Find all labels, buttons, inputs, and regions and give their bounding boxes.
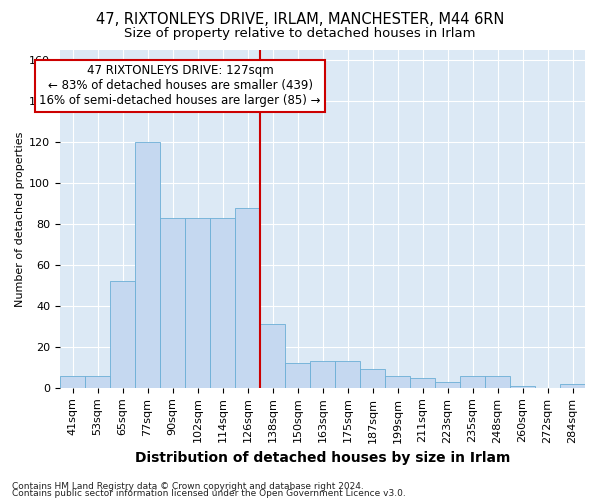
Text: 47 RIXTONLEYS DRIVE: 127sqm
← 83% of detached houses are smaller (439)
16% of se: 47 RIXTONLEYS DRIVE: 127sqm ← 83% of det… [39, 64, 321, 108]
Bar [60, 376, 85, 388]
Bar [485, 376, 510, 388]
Bar [85, 376, 110, 388]
Bar [235, 208, 260, 388]
Bar [510, 386, 535, 388]
Bar [310, 361, 335, 388]
Text: 47, RIXTONLEYS DRIVE, IRLAM, MANCHESTER, M44 6RN: 47, RIXTONLEYS DRIVE, IRLAM, MANCHESTER,… [96, 12, 504, 28]
Text: Size of property relative to detached houses in Irlam: Size of property relative to detached ho… [124, 28, 476, 40]
Bar [435, 382, 460, 388]
Bar [110, 282, 135, 388]
Y-axis label: Number of detached properties: Number of detached properties [15, 131, 25, 306]
Bar [260, 324, 285, 388]
Bar [160, 218, 185, 388]
Bar [210, 218, 235, 388]
Bar [285, 364, 310, 388]
X-axis label: Distribution of detached houses by size in Irlam: Distribution of detached houses by size … [135, 451, 510, 465]
Bar [460, 376, 485, 388]
Bar [335, 361, 360, 388]
Bar [410, 378, 435, 388]
Bar [360, 370, 385, 388]
Bar [560, 384, 585, 388]
Bar [185, 218, 210, 388]
Bar [135, 142, 160, 388]
Text: Contains HM Land Registry data © Crown copyright and database right 2024.: Contains HM Land Registry data © Crown c… [12, 482, 364, 491]
Bar [385, 376, 410, 388]
Text: Contains public sector information licensed under the Open Government Licence v3: Contains public sector information licen… [12, 490, 406, 498]
